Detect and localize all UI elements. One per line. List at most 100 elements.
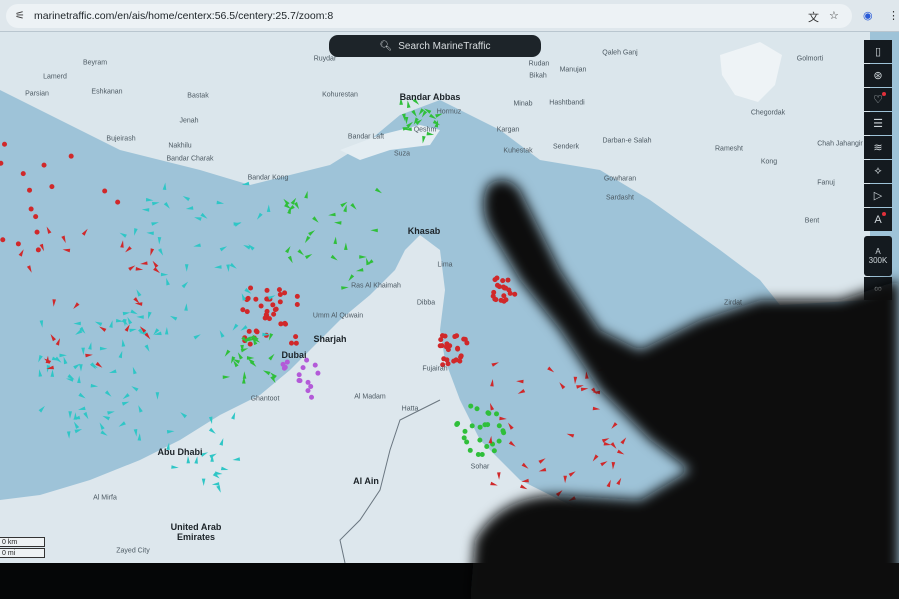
vessel-marker[interactable] — [102, 415, 110, 421]
vessel-marker[interactable] — [128, 265, 136, 271]
vessel-marker[interactable] — [445, 361, 451, 367]
vessel-marker[interactable] — [355, 268, 364, 272]
vessel-marker[interactable] — [152, 202, 160, 206]
vessel-marker[interactable] — [461, 336, 467, 342]
vessel-marker[interactable] — [155, 392, 160, 400]
vessel-marker[interactable] — [158, 248, 164, 256]
star-icon[interactable]: ☆ — [829, 10, 839, 22]
vessel-marker[interactable] — [73, 302, 80, 309]
vessel-marker[interactable] — [242, 371, 247, 379]
vessel-marker[interactable] — [455, 346, 461, 352]
vessel-marker[interactable] — [241, 181, 250, 186]
vessel-marker[interactable] — [297, 378, 303, 384]
vessel-marker[interactable] — [247, 337, 255, 342]
vessel-marker[interactable] — [233, 222, 242, 226]
vessel-marker[interactable] — [131, 386, 139, 392]
vessel-marker[interactable] — [231, 412, 236, 420]
vessel-marker[interactable] — [224, 349, 231, 357]
vessel-marker[interactable] — [141, 208, 150, 212]
vessel-marker[interactable] — [366, 257, 370, 266]
vessel-marker[interactable] — [268, 353, 275, 361]
vessel-marker[interactable] — [79, 326, 86, 334]
menu-icon[interactable]: ⋮ — [888, 10, 899, 22]
vessel-marker[interactable] — [133, 297, 140, 304]
vessel-marker[interactable] — [73, 412, 78, 420]
vessel-marker[interactable] — [211, 482, 220, 486]
vessel-marker[interactable] — [125, 246, 132, 253]
vessel-marker[interactable] — [268, 333, 274, 341]
vessel-marker[interactable] — [262, 370, 271, 376]
measure-button[interactable]: ⟡ — [864, 160, 892, 183]
vessel-marker[interactable] — [237, 352, 243, 360]
vessel-marker[interactable] — [154, 331, 162, 336]
vessel-marker[interactable] — [241, 293, 247, 301]
vessel-marker[interactable] — [102, 188, 108, 194]
vessel-marker[interactable] — [135, 267, 144, 271]
vessel-marker[interactable] — [62, 248, 71, 253]
vessel-marker[interactable] — [152, 260, 159, 268]
vessel-marker[interactable] — [315, 370, 321, 376]
vessel-marker[interactable] — [264, 308, 270, 314]
vessel-marker[interactable] — [312, 362, 318, 368]
vessel-marker[interactable] — [171, 465, 179, 469]
vessel-marker[interactable] — [50, 334, 57, 342]
vessel-marker[interactable] — [81, 228, 88, 236]
vessel-marker[interactable] — [139, 326, 147, 333]
vessel-marker[interactable] — [180, 412, 187, 419]
vessel-marker[interactable] — [73, 363, 81, 370]
vessel-marker[interactable] — [78, 392, 86, 399]
vessel-marker[interactable] — [144, 344, 150, 352]
vessel-marker[interactable] — [33, 214, 39, 220]
vessel-marker[interactable] — [245, 295, 251, 301]
vessel-marker[interactable] — [304, 235, 311, 244]
filters-button[interactable]: ⊛ — [864, 64, 892, 87]
vessel-marker[interactable] — [266, 316, 272, 322]
vessel-marker[interactable] — [240, 325, 248, 331]
vessel-marker[interactable] — [330, 254, 338, 261]
vessel-marker[interactable] — [252, 334, 259, 342]
vessel-marker[interactable] — [422, 135, 426, 144]
vessel-marker[interactable] — [34, 229, 40, 235]
vessel-marker[interactable] — [453, 357, 459, 363]
vessel-marker[interactable] — [248, 244, 255, 251]
vessel-marker[interactable] — [462, 428, 468, 434]
vessel-marker[interactable] — [144, 332, 151, 340]
vessel-marker[interactable] — [411, 109, 417, 117]
site-settings-icon[interactable]: ⚟ — [15, 10, 25, 22]
vessel-marker[interactable] — [115, 318, 124, 323]
vessel-marker[interactable] — [134, 228, 138, 236]
vessel-marker[interactable] — [122, 393, 130, 400]
vessel-marker[interactable] — [296, 372, 302, 378]
vessel-marker[interactable] — [50, 369, 55, 377]
vessel-marker[interactable] — [404, 127, 412, 131]
vessel-marker[interactable] — [445, 347, 451, 353]
vessel-marker[interactable] — [284, 359, 290, 365]
vessel-marker[interactable] — [138, 328, 145, 335]
vessel-marker[interactable] — [244, 309, 250, 315]
vessel-marker[interactable] — [293, 334, 299, 340]
vessel-marker[interactable] — [100, 430, 108, 436]
vessel-marker[interactable] — [157, 237, 162, 245]
vessel-marker[interactable] — [79, 364, 83, 372]
vessel-marker[interactable] — [35, 247, 41, 253]
vessel-marker[interactable] — [426, 131, 435, 136]
vessel-marker[interactable] — [438, 337, 444, 343]
vessel-marker[interactable] — [424, 108, 432, 114]
vessel-marker[interactable] — [115, 199, 121, 205]
vessel-marker[interactable] — [140, 261, 148, 265]
vessel-marker[interactable] — [293, 340, 299, 346]
vessel-marker[interactable] — [99, 326, 107, 332]
vessel-marker[interactable] — [434, 119, 439, 128]
vessel-marker[interactable] — [282, 290, 288, 296]
vessel-marker[interactable] — [247, 358, 255, 365]
vessel-marker[interactable] — [210, 454, 214, 462]
vessel-marker[interactable] — [107, 411, 115, 415]
vessel-marker[interactable] — [132, 366, 137, 375]
vessel-marker[interactable] — [244, 287, 252, 294]
labels-button[interactable]: A — [864, 208, 892, 231]
vessel-marker[interactable] — [46, 365, 54, 370]
vessel-marker[interactable] — [133, 429, 138, 437]
vessel-marker[interactable] — [216, 200, 225, 205]
vessel-marker[interactable] — [404, 117, 409, 125]
weather-button[interactable]: ≋ — [864, 136, 892, 159]
